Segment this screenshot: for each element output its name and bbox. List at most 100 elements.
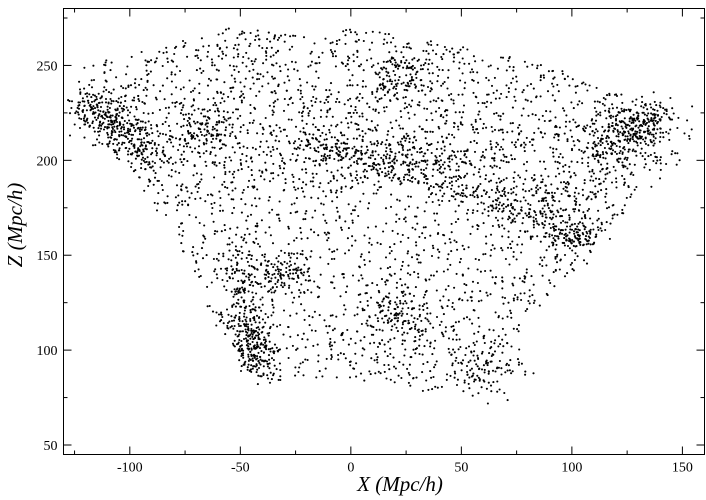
data-point xyxy=(396,296,399,299)
data-point xyxy=(400,376,403,380)
data-point xyxy=(357,128,360,131)
data-point xyxy=(355,128,359,131)
data-point xyxy=(246,215,249,218)
data-point xyxy=(266,365,269,368)
data-point xyxy=(380,156,383,159)
data-point xyxy=(295,312,298,315)
data-point xyxy=(255,237,258,240)
data-point xyxy=(505,363,508,367)
data-point xyxy=(375,128,378,131)
data-point xyxy=(435,270,438,273)
data-point xyxy=(329,180,332,183)
data-point xyxy=(385,174,388,177)
data-point xyxy=(465,195,468,198)
data-point xyxy=(238,250,241,253)
data-point xyxy=(247,355,250,358)
data-point xyxy=(222,121,225,124)
data-point xyxy=(211,128,214,131)
data-point xyxy=(559,221,563,224)
data-point xyxy=(264,277,267,280)
data-point xyxy=(166,195,169,198)
data-point xyxy=(589,190,592,194)
data-point xyxy=(537,200,540,203)
data-point xyxy=(376,241,379,244)
data-point xyxy=(232,327,235,330)
data-point xyxy=(414,286,417,289)
data-point xyxy=(388,143,391,146)
data-point xyxy=(178,171,181,174)
data-point xyxy=(84,92,87,96)
data-point xyxy=(530,100,533,103)
data-point xyxy=(523,146,526,149)
data-point xyxy=(611,107,614,110)
data-point xyxy=(215,68,218,71)
data-point xyxy=(347,249,350,252)
data-point xyxy=(248,304,251,308)
data-point xyxy=(605,188,608,191)
data-point xyxy=(295,148,298,151)
data-point xyxy=(546,90,550,93)
data-point xyxy=(242,352,245,355)
data-point xyxy=(491,166,494,169)
data-point xyxy=(521,243,524,246)
data-point xyxy=(351,185,354,188)
data-point xyxy=(542,76,546,79)
data-point xyxy=(256,78,259,81)
data-point xyxy=(494,311,497,314)
data-point xyxy=(275,51,278,54)
data-point xyxy=(404,102,407,105)
data-point xyxy=(233,271,236,275)
data-point xyxy=(477,113,480,116)
data-point xyxy=(497,366,500,369)
data-point xyxy=(306,288,309,292)
data-point xyxy=(330,354,333,357)
data-point xyxy=(425,142,429,145)
data-point xyxy=(489,384,493,387)
data-point xyxy=(260,350,263,353)
data-point xyxy=(313,88,316,91)
data-point xyxy=(554,160,557,163)
data-point xyxy=(481,59,484,62)
data-point xyxy=(440,55,443,59)
data-point xyxy=(527,202,530,205)
data-point xyxy=(290,252,293,255)
data-point xyxy=(180,108,183,112)
data-point xyxy=(382,42,385,46)
data-point xyxy=(385,60,388,64)
data-point xyxy=(385,105,388,109)
data-point xyxy=(279,268,282,271)
data-point xyxy=(395,159,398,162)
data-point xyxy=(361,115,364,118)
data-point xyxy=(283,188,286,191)
data-point xyxy=(255,205,258,208)
data-point xyxy=(200,37,203,40)
data-point xyxy=(250,60,253,63)
data-point xyxy=(204,160,207,163)
data-point xyxy=(249,274,252,277)
data-point xyxy=(503,296,507,300)
data-point xyxy=(381,68,384,71)
data-point xyxy=(183,118,186,121)
data-point xyxy=(223,160,226,163)
data-point xyxy=(426,307,429,310)
data-point xyxy=(174,170,177,173)
data-point xyxy=(423,345,426,348)
data-point xyxy=(418,304,421,307)
data-point xyxy=(581,194,585,197)
data-point xyxy=(620,107,623,110)
data-point xyxy=(463,381,466,384)
data-point xyxy=(332,177,335,180)
data-point xyxy=(320,202,323,205)
data-point xyxy=(215,324,218,327)
data-point xyxy=(496,199,499,202)
data-point xyxy=(338,215,341,218)
data-point xyxy=(538,118,541,121)
data-point xyxy=(276,98,279,101)
data-point xyxy=(328,154,331,157)
data-point xyxy=(144,144,147,147)
data-point xyxy=(369,296,373,299)
data-point xyxy=(370,243,373,246)
data-point xyxy=(335,43,338,46)
data-point xyxy=(465,284,468,287)
data-point xyxy=(223,118,226,121)
